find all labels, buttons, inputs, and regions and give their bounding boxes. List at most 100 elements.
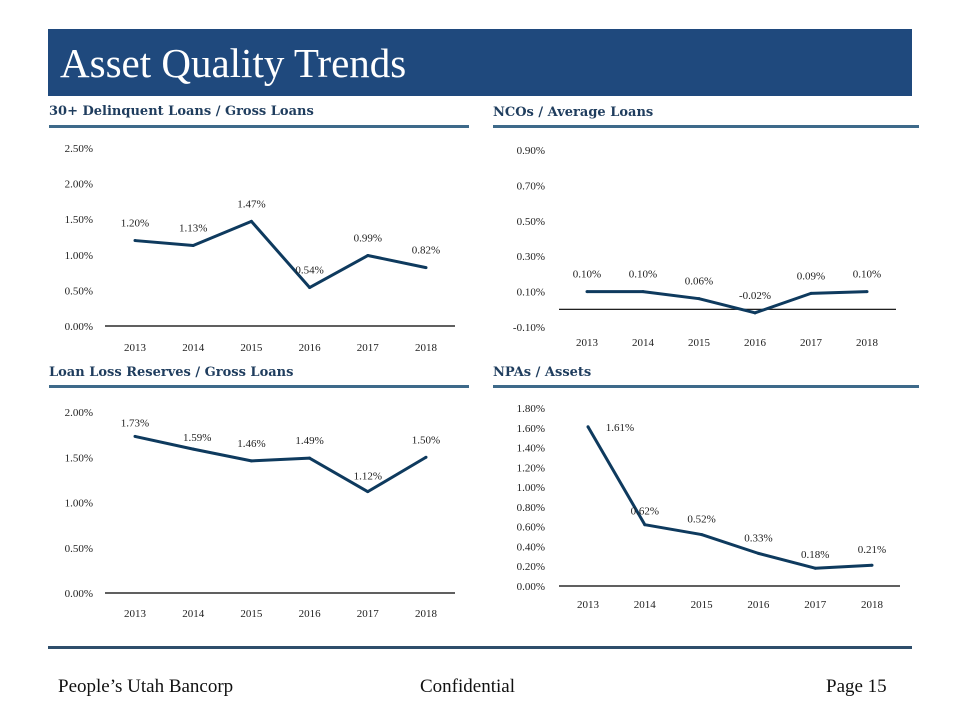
section-rule	[493, 385, 919, 388]
data-point	[249, 459, 253, 463]
chart-title-npas: NPAs / Assets	[493, 365, 592, 380]
x-tick-label: 2017	[804, 599, 827, 611]
data-point	[753, 311, 757, 315]
y-tick-label: 0.10%	[517, 287, 545, 299]
y-tick-label: 0.30%	[517, 251, 545, 263]
x-tick-label: 2014	[182, 342, 205, 354]
data-point	[191, 244, 195, 248]
x-tick-label: 2014	[182, 608, 205, 620]
title-banner: Asset Quality Trends	[48, 29, 912, 96]
y-tick-label: 0.00%	[517, 581, 545, 593]
data-point	[870, 563, 874, 567]
x-tick-label: 2016	[747, 599, 770, 611]
section-rule	[493, 125, 919, 128]
y-tick-label: 0.50%	[517, 216, 545, 228]
data-point	[865, 290, 869, 294]
y-tick-label: 0.90%	[517, 145, 545, 157]
x-tick-label: 2018	[856, 337, 879, 349]
y-tick-label: -0.10%	[513, 322, 545, 334]
data-point	[249, 219, 253, 223]
data-point	[809, 291, 813, 295]
data-point	[133, 239, 137, 243]
data-label: 1.13%	[179, 223, 207, 235]
data-label: 0.06%	[685, 276, 713, 288]
data-label: 0.62%	[631, 506, 659, 518]
data-label: 0.52%	[687, 514, 715, 526]
data-point	[133, 434, 137, 438]
y-tick-label: 1.50%	[65, 452, 93, 464]
data-point	[643, 523, 647, 527]
data-label: 1.47%	[237, 198, 265, 210]
x-tick-label: 2014	[632, 337, 655, 349]
x-tick-label: 2016	[299, 608, 322, 620]
data-point	[641, 290, 645, 294]
y-tick-label: 0.50%	[65, 285, 93, 297]
y-tick-label: 2.00%	[65, 407, 93, 419]
series-line	[134, 219, 427, 290]
y-tick-label: 1.00%	[517, 482, 545, 494]
data-label: 1.12%	[354, 471, 382, 483]
footer-page-number: Page 15	[826, 676, 887, 697]
data-label: 0.10%	[573, 269, 601, 281]
x-tick-label: 2018	[415, 608, 438, 620]
data-point	[308, 286, 312, 290]
x-tick-label: 2015	[688, 337, 711, 349]
data-point	[700, 533, 704, 537]
data-label: 0.09%	[797, 270, 825, 282]
data-label: 0.99%	[354, 233, 382, 245]
data-point	[585, 290, 589, 294]
data-point	[424, 455, 428, 459]
data-point	[308, 456, 312, 460]
y-tick-label: 1.40%	[517, 443, 545, 455]
data-label: 1.50%	[412, 434, 440, 446]
series-line	[134, 434, 427, 494]
x-tick-label: 2014	[634, 599, 657, 611]
x-tick-label: 2016	[744, 337, 767, 349]
y-tick-label: 0.70%	[517, 180, 545, 192]
x-tick-label: 2015	[240, 608, 263, 620]
y-tick-label: 1.80%	[517, 403, 545, 415]
data-label: 1.20%	[121, 218, 149, 230]
x-tick-label: 2015	[240, 342, 263, 354]
data-label: 1.49%	[295, 435, 323, 447]
data-point	[191, 447, 195, 451]
x-tick-label: 2018	[415, 342, 438, 354]
data-label: 1.46%	[237, 438, 265, 450]
page-title: Asset Quality Trends	[60, 40, 407, 86]
y-tick-label: 1.00%	[65, 498, 93, 510]
data-label: 0.54%	[295, 265, 323, 277]
series-line	[586, 426, 873, 570]
data-label: 0.10%	[629, 269, 657, 281]
data-label: 1.73%	[121, 417, 149, 429]
x-tick-label: 2013	[124, 608, 147, 620]
y-tick-label: 0.60%	[517, 522, 545, 534]
x-tick-label: 2017	[357, 342, 380, 354]
data-label: 0.82%	[412, 245, 440, 257]
x-tick-label: 2017	[800, 337, 823, 349]
x-tick-label: 2018	[861, 599, 884, 611]
data-point	[813, 566, 817, 570]
data-label: 1.59%	[183, 432, 211, 444]
x-tick-label: 2016	[299, 342, 322, 354]
data-point	[424, 266, 428, 270]
data-label: 1.61%	[606, 422, 634, 434]
data-label: 0.33%	[744, 532, 772, 544]
section-rule	[49, 125, 469, 128]
y-tick-label: 2.50%	[65, 143, 93, 155]
chart-title-ncos: NCOs / Average Loans	[493, 105, 654, 120]
y-tick-label: 2.00%	[65, 179, 93, 191]
y-tick-label: 1.50%	[65, 214, 93, 226]
data-point	[366, 490, 370, 494]
y-tick-label: 1.60%	[517, 423, 545, 435]
data-point	[756, 551, 760, 555]
y-tick-label: 1.20%	[517, 462, 545, 474]
data-point	[586, 425, 590, 429]
data-label: 0.21%	[858, 544, 886, 556]
x-tick-label: 2017	[357, 608, 380, 620]
footer-confidential: Confidential	[420, 676, 515, 697]
x-tick-label: 2013	[576, 337, 599, 349]
y-tick-label: 0.20%	[517, 561, 545, 573]
